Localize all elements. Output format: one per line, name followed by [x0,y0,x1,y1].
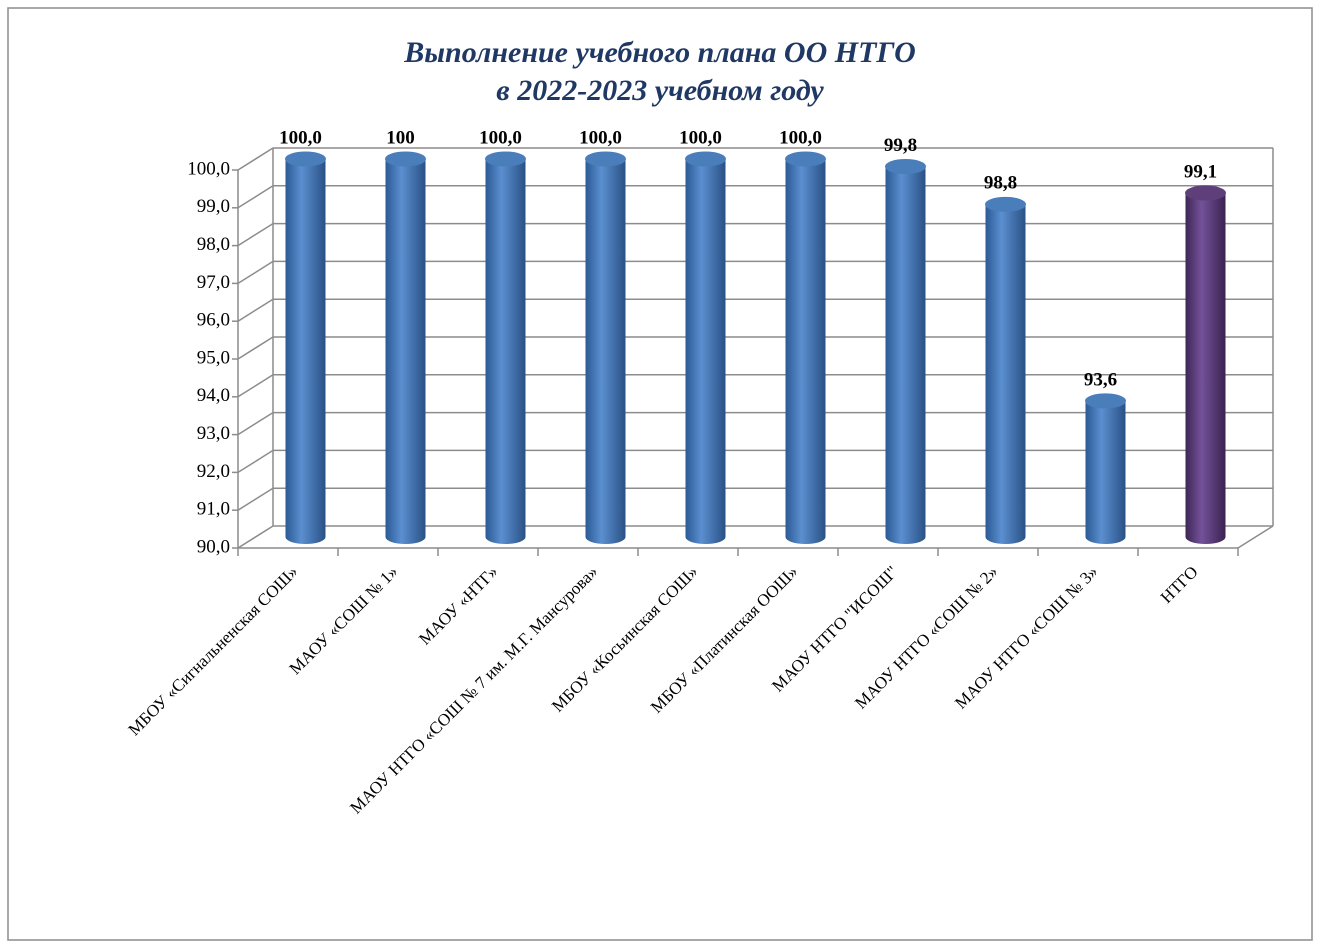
value-label: 100,0 [279,127,322,148]
bar [285,159,326,537]
bar [1085,400,1126,537]
value-label: 100,0 [479,127,522,148]
value-label: 100,0 [779,127,822,148]
grid-line [237,147,1273,171]
bar-cap [385,151,426,167]
grid-line [237,185,1273,209]
bar [885,166,926,537]
bar-cap [1085,393,1126,409]
grid-line [237,374,1273,398]
bar [985,204,1026,538]
y-tick-label: 95,0 [197,347,230,368]
value-label: 99,1 [1184,161,1217,182]
y-tick-label: 97,0 [197,272,230,293]
y-tick-label: 99,0 [197,196,230,217]
bar-cap [585,151,626,167]
grid-line [237,449,1273,474]
grid-line [237,298,1273,322]
bar [485,159,526,537]
bar [1185,193,1226,537]
y-tick-label: 93,0 [197,423,230,444]
y-tick-label: 92,0 [197,461,230,482]
grid-line [237,336,1273,360]
bar [385,159,426,537]
value-label: 100 [386,127,415,148]
chart-title: Выполнение учебного плана ОО НТГО [403,36,916,69]
value-label: 100,0 [579,127,622,148]
bar-cap [485,151,526,167]
bar-cap [685,151,726,167]
grid-line [237,487,1273,511]
grid-line [237,411,1273,436]
y-tick-label: 100,0 [187,158,230,179]
value-label: 93,6 [1084,369,1117,390]
bar-cap [985,196,1026,212]
bar-cap [285,151,326,167]
bar-cap [785,151,826,167]
y-tick-label: 98,0 [197,234,230,255]
bar [785,159,826,537]
y-tick-label: 90,0 [197,536,230,557]
y-tick-label: 96,0 [197,310,230,331]
y-tick-label: 91,0 [197,499,230,520]
axis [1237,525,1274,549]
value-label: 100,0 [679,127,722,148]
bar [585,159,626,537]
y-tick-label: 94,0 [197,385,230,406]
bar-cap [1185,185,1226,201]
grid-line [237,222,1273,247]
grid-line [237,260,1273,285]
bar-cap [885,159,926,175]
grid-line [237,525,1273,549]
bar [685,159,726,537]
chart-title: в 2022-2023 учебном году [496,74,824,107]
value-label: 98,8 [984,173,1017,194]
value-label: 99,8 [884,135,917,156]
